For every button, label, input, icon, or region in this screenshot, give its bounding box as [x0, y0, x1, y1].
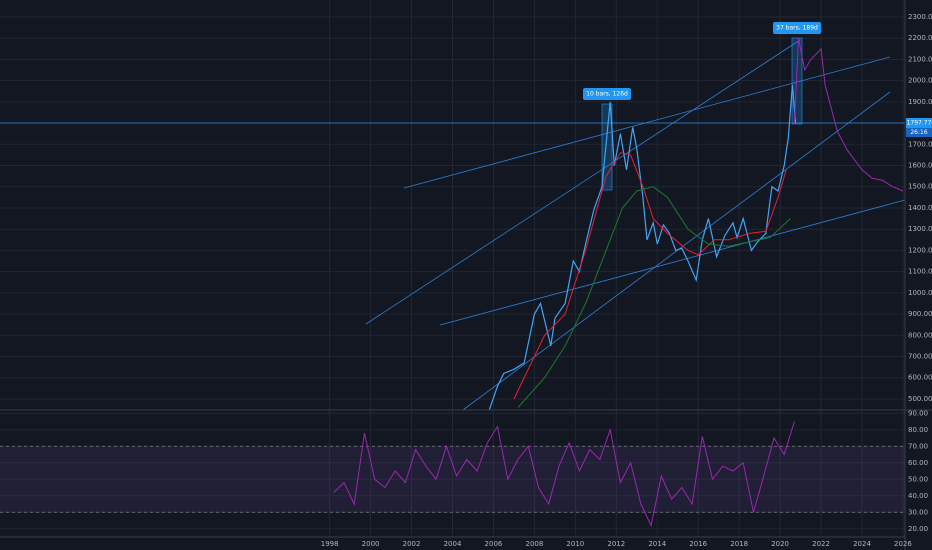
axes: 500.00 600.00 700.00 800.00 900.00 1000.00 110…	[321, 13, 932, 548]
price-tag	[906, 118, 932, 128]
x-tick-label: 2016	[689, 540, 707, 548]
countdown: 26:16	[910, 129, 927, 136]
annotation-box	[773, 22, 821, 34]
countdown-tag	[906, 128, 932, 137]
y-tick-label: 500.00	[908, 395, 932, 403]
x-tick-label: 2006	[485, 540, 503, 548]
y-tick-label: 600.00	[908, 374, 932, 382]
x-tick-label: 1998	[321, 540, 339, 548]
y-tick-label: 1400.00	[908, 204, 932, 212]
range-highlight	[601, 103, 613, 191]
y-tick-label: 1300.00	[908, 225, 932, 233]
x-tick-label: 2014	[648, 540, 666, 548]
y-tick-label: 1500.00	[908, 183, 932, 191]
x-tick-label: 2002	[403, 540, 421, 548]
x-tick-label: 2020	[771, 540, 789, 548]
annotation: 37 bars, 189d	[776, 25, 818, 32]
y-tick-label: 900.00	[908, 310, 932, 318]
series-line	[793, 38, 904, 192]
x-tick-label: 2000	[362, 540, 380, 548]
y-tick-label: 700.00	[908, 353, 932, 361]
series-line	[517, 186, 791, 408]
y-tick-label: 20.00	[908, 525, 928, 533]
y-tick-label: 1200.00	[908, 246, 932, 254]
y-tick-label: 70.00	[908, 442, 928, 450]
x-tick-label: 2018	[730, 540, 748, 548]
y-tick-label: 60.00	[908, 459, 928, 467]
trend-line	[403, 56, 891, 189]
y-tick-label: 50.00	[908, 475, 928, 483]
rsi-band	[0, 446, 905, 513]
y-tick-label: 1900.00	[908, 98, 932, 106]
y-tick-label: 90.00	[908, 409, 928, 417]
x-tick-label: 2010	[566, 540, 584, 548]
series-line	[333, 421, 795, 528]
rsi-panel	[0, 421, 905, 528]
x-tick-label: 2004	[444, 540, 462, 548]
trend-line	[439, 199, 906, 326]
y-tick-label: 1000.00	[908, 289, 932, 297]
y-tick-label: 30.00	[908, 508, 928, 516]
y-tick-label: 1600.00	[908, 162, 932, 170]
series-line	[488, 84, 797, 410]
y-tick-label: 2000.00	[908, 77, 932, 85]
y-tick-label: 1700.00	[908, 140, 932, 148]
y-tick-label: 2100.00	[908, 55, 932, 63]
series-line	[513, 152, 787, 400]
y-tick-label: 2200.00	[908, 34, 932, 42]
price-panel	[488, 38, 904, 410]
x-tick-label: 2022	[812, 540, 830, 548]
x-tick-label: 2024	[853, 540, 871, 548]
y-tick-label: 40.00	[908, 492, 928, 500]
x-tick-label: 2008	[525, 540, 543, 548]
y-tick-label: 800.00	[908, 331, 932, 339]
y-tick-label: 80.00	[908, 426, 928, 434]
annotation-box	[583, 88, 631, 100]
range-highlight	[791, 37, 803, 125]
y-tick-label: 1100.00	[908, 268, 932, 276]
x-tick-label: 2026	[894, 540, 912, 548]
trend-line	[365, 39, 801, 325]
y-tick-label: 2300.00	[908, 13, 932, 21]
price-label: 1797.77	[907, 120, 932, 127]
annotation: 10 bars, 126d	[586, 91, 628, 98]
x-tick-label: 2012	[607, 540, 625, 548]
grid	[0, 0, 905, 537]
